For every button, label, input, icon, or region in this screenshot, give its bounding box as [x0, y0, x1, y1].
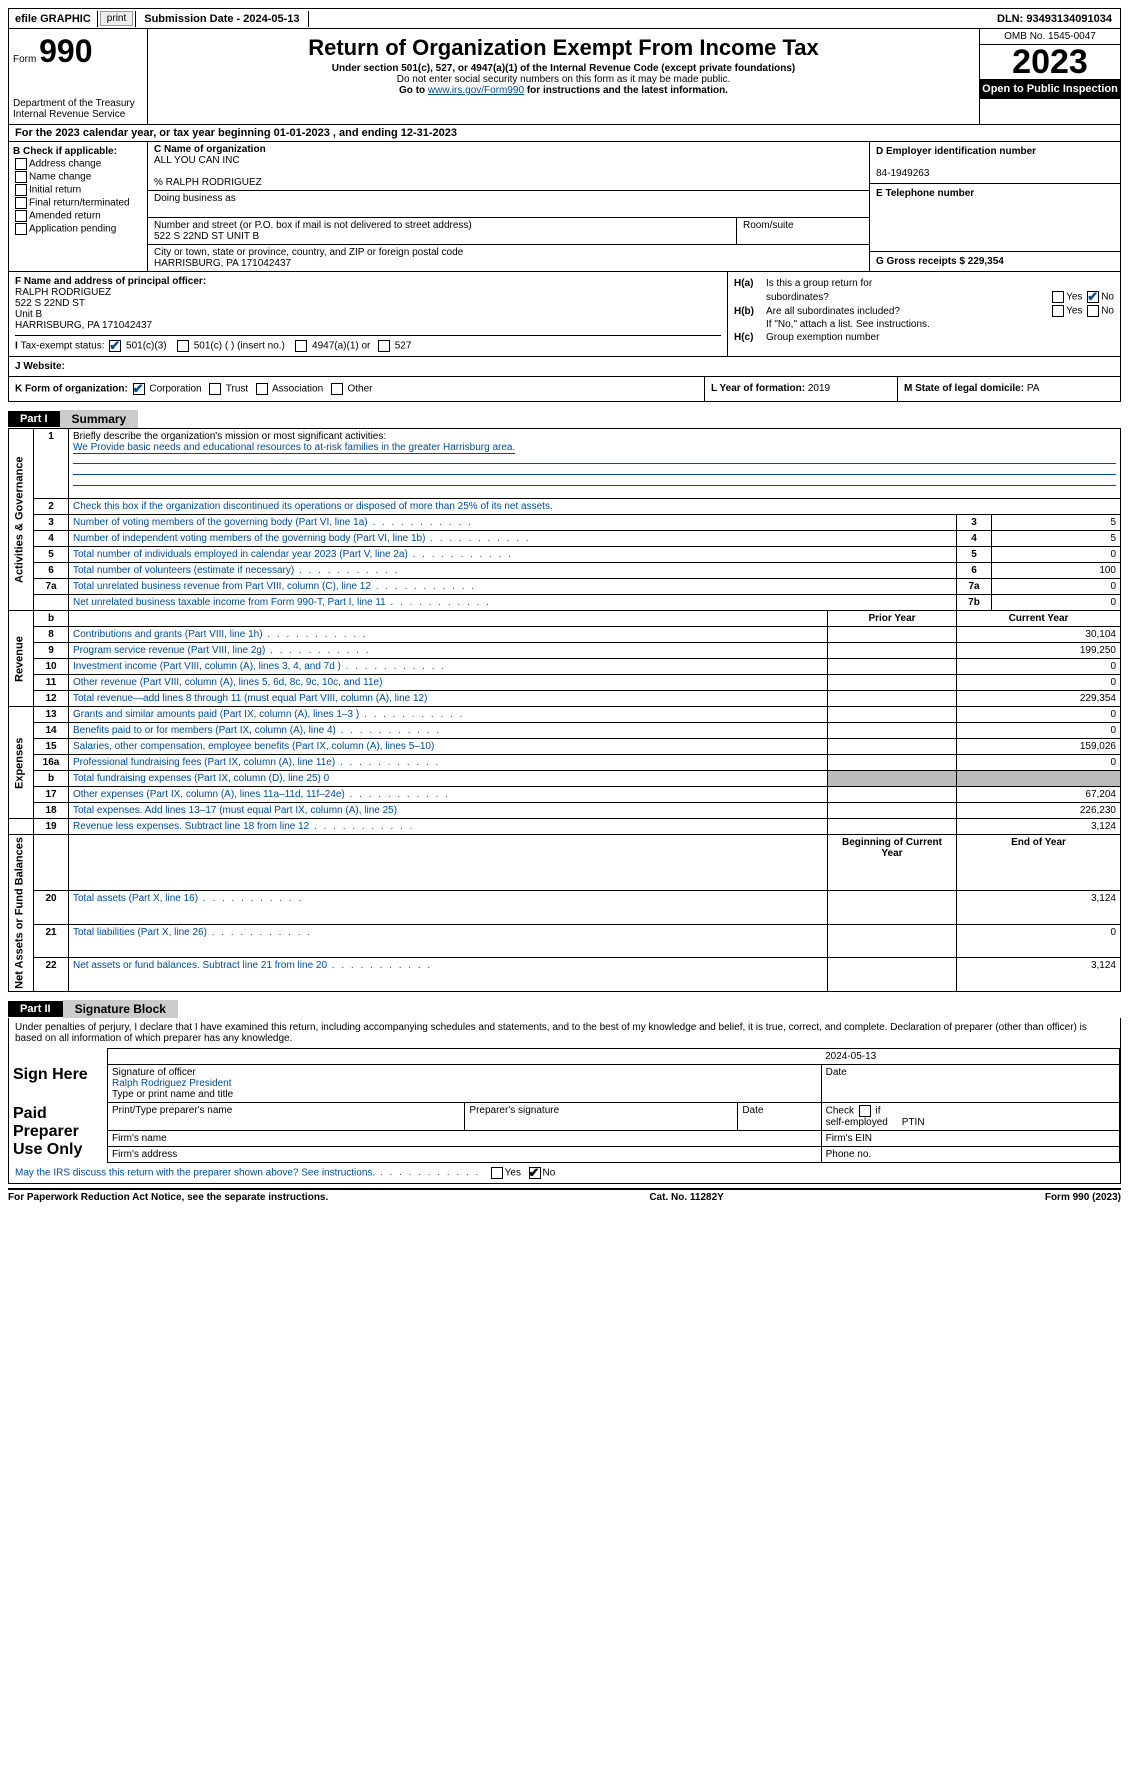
l-val: 2019: [808, 383, 830, 394]
e-label: E Telephone number: [876, 188, 974, 199]
street-label: Number and street (or P.O. box if mail i…: [154, 220, 472, 231]
tax-year: 2023: [980, 45, 1120, 79]
chk-corp[interactable]: [133, 383, 145, 395]
dln-label: DLN: 93493134091034: [989, 11, 1120, 27]
part2-header: Part II Signature Block: [8, 1000, 1121, 1018]
form-header: Form 990 Department of the Treasury Inte…: [8, 29, 1121, 125]
ha-no[interactable]: [1087, 291, 1099, 303]
chk-amended[interactable]: Amended return: [13, 210, 143, 222]
g-val: 229,354: [968, 256, 1004, 267]
part1-title: Summary: [60, 410, 139, 428]
chk-527[interactable]: [378, 340, 390, 352]
discuss-yes[interactable]: [491, 1167, 503, 1179]
row-j: J Website:: [8, 357, 1121, 377]
mission-text: We Provide basic needs and educational r…: [73, 442, 515, 454]
dept-label: Department of the Treasury: [13, 98, 143, 109]
sign-here-label: Sign Here: [9, 1048, 108, 1102]
room-label: Room/suite: [737, 218, 869, 244]
chk-selfemployed[interactable]: [859, 1105, 871, 1117]
sig-date: 2024-05-13: [821, 1048, 1119, 1064]
m-val: PA: [1027, 383, 1040, 394]
part1-header: Part I Summary: [8, 410, 1121, 428]
chk-name[interactable]: Name change: [13, 171, 143, 183]
d-label: D Employer identification number: [876, 146, 1036, 157]
chk-4947[interactable]: [295, 340, 307, 352]
chk-address[interactable]: Address change: [13, 158, 143, 170]
discuss-text: May the IRS discuss this return with the…: [15, 1167, 480, 1178]
ha-yes[interactable]: [1052, 291, 1064, 303]
form-number: 990: [39, 33, 92, 69]
ein-val: 84-1949263: [876, 168, 929, 179]
top-bar: efile GRAPHIC print Submission Date - 20…: [8, 8, 1121, 29]
col-b: B Check if applicable: Address change Na…: [9, 142, 148, 271]
row-a: For the 2023 calendar year, or tax year …: [8, 125, 1121, 142]
hb-no[interactable]: [1087, 305, 1099, 317]
block-bce: B Check if applicable: Address change Na…: [8, 142, 1121, 272]
submission-date: Submission Date - 2024-05-13: [135, 11, 308, 27]
city-label: City or town, state or province, country…: [154, 247, 463, 258]
chk-initial[interactable]: Initial return: [13, 184, 143, 196]
irs-label: Internal Revenue Service: [13, 109, 143, 120]
chk-501c3[interactable]: [109, 340, 121, 352]
irs-link[interactable]: www.irs.gov/Form990: [428, 85, 524, 96]
part1-tag: Part I: [8, 411, 60, 427]
discuss-no[interactable]: [529, 1167, 541, 1179]
footer-right: Form 990 (2023): [1045, 1192, 1121, 1203]
footer-left: For Paperwork Reduction Act Notice, see …: [8, 1192, 328, 1203]
hb-yes[interactable]: [1052, 305, 1064, 317]
ssn-note: Do not enter social security numbers on …: [152, 74, 975, 85]
care-of: % RALPH RODRIGUEZ: [154, 177, 262, 188]
form-word: Form: [13, 54, 36, 65]
chk-other[interactable]: [331, 383, 343, 395]
part2-tag: Part II: [8, 1001, 63, 1017]
l-label: L Year of formation:: [711, 383, 805, 394]
b-label: B Check if applicable:: [13, 146, 117, 157]
part2-title: Signature Block: [63, 1000, 178, 1018]
f-label: F Name and address of principal officer:: [15, 276, 206, 287]
k-label: K Form of organization:: [15, 384, 128, 395]
g-label: G Gross receipts $: [876, 256, 965, 267]
chk-final[interactable]: Final return/terminated: [13, 197, 143, 209]
row-klm: K Form of organization: Corporation Trus…: [8, 377, 1121, 402]
declaration-text: Under penalties of perjury, I declare th…: [9, 1018, 1120, 1048]
chk-pending[interactable]: Application pending: [13, 223, 143, 235]
footer-center: Cat. No. 11282Y: [328, 1192, 1045, 1203]
officer-name: Ralph Rodriguez President: [112, 1078, 232, 1089]
summary-table: Activities & Governance 1 Briefly descri…: [8, 428, 1121, 992]
dba-label: Doing business as: [154, 193, 236, 204]
l1-label: Briefly describe the organization's miss…: [73, 431, 386, 442]
street-val: 522 S 22ND ST UNIT B: [154, 231, 259, 242]
print-button[interactable]: print: [100, 11, 133, 26]
c-name-label: C Name of organization: [154, 144, 266, 155]
section-revenue: Revenue: [9, 611, 34, 707]
signature-block: Under penalties of perjury, I declare th…: [8, 1018, 1121, 1184]
block-fh: F Name and address of principal officer:…: [8, 272, 1121, 357]
efile-label: efile GRAPHIC: [9, 11, 98, 27]
form-subtitle: Under section 501(c), 527, or 4947(a)(1)…: [152, 63, 975, 74]
paid-preparer-label: Paid Preparer Use Only: [9, 1102, 108, 1162]
page-footer: For Paperwork Reduction Act Notice, see …: [8, 1188, 1121, 1203]
org-name: ALL YOU CAN INC: [154, 155, 240, 166]
j-label: J Website:: [15, 361, 65, 372]
city-val: HARRISBURG, PA 171042437: [154, 258, 291, 269]
public-inspection: Open to Public Inspection: [980, 79, 1120, 99]
section-expenses: Expenses: [9, 707, 34, 819]
form-title: Return of Organization Exempt From Incom…: [152, 35, 975, 61]
section-netassets: Net Assets or Fund Balances: [9, 835, 34, 992]
i-label: Tax-exempt status:: [21, 341, 105, 352]
chk-assoc[interactable]: [256, 383, 268, 395]
chk-501c[interactable]: [177, 340, 189, 352]
link-note: Go to www.irs.gov/Form990 for instructio…: [152, 85, 975, 96]
section-governance: Activities & Governance: [9, 429, 34, 611]
m-label: M State of legal domicile:: [904, 383, 1024, 394]
chk-trust[interactable]: [209, 383, 221, 395]
